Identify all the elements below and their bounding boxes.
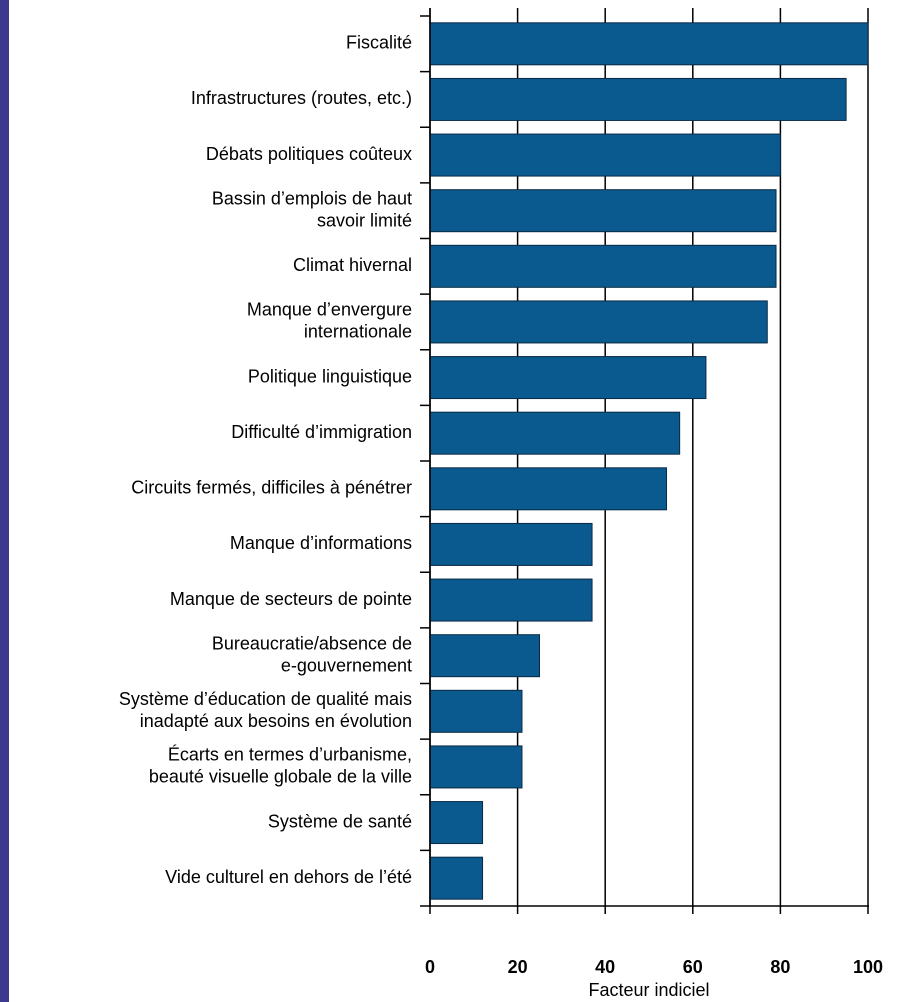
x-tick-label: 0 — [425, 957, 435, 977]
y-tick-label: Circuits fermés, difficiles à pénétrer — [131, 478, 412, 498]
y-tick-label: Climat hivernal — [293, 255, 412, 275]
y-tick-label: Écarts en termes d’urbanisme, — [168, 745, 412, 765]
bar — [429, 411, 681, 455]
y-tick-label: internationale — [304, 322, 412, 342]
bar — [429, 856, 484, 900]
y-tick-label: Manque d’envergure — [247, 300, 412, 320]
x-tick-label: 20 — [508, 957, 528, 977]
bar — [429, 300, 768, 344]
bar — [429, 133, 781, 177]
x-tick-label: 80 — [770, 957, 790, 977]
x-tick-label: 60 — [683, 957, 703, 977]
x-tick-label: 100 — [853, 957, 883, 977]
bar — [429, 189, 777, 233]
bar — [429, 77, 847, 121]
y-tick-label: Manque d’informations — [230, 533, 412, 553]
x-tick-label: 40 — [595, 957, 615, 977]
y-tick-label: Système d’éducation de qualité mais — [119, 689, 412, 709]
bar — [429, 634, 540, 678]
y-tick-label: Vide culturel en dehors de l’été — [165, 867, 412, 887]
y-tick-label: savoir limité — [317, 210, 412, 230]
y-tick-label: Bureaucratie/absence de — [212, 633, 412, 653]
y-tick-label: e-gouvernement — [281, 655, 412, 675]
bar — [429, 522, 593, 566]
y-tick-label: Bassin d’emplois de haut — [212, 188, 412, 208]
y-tick-label: Système de santé — [268, 811, 412, 831]
side-stripe — [0, 0, 9, 1002]
y-tick-label: beauté visuelle globale de la ville — [149, 767, 412, 787]
y-tick-label: Débats politiques coûteux — [206, 144, 412, 164]
y-tick-label: Difficulté d’immigration — [231, 422, 412, 442]
bar — [429, 22, 869, 66]
y-tick-label: Fiscalité — [346, 33, 412, 53]
bar — [429, 578, 593, 622]
bar — [429, 356, 707, 400]
bar — [429, 689, 523, 733]
y-tick-label: Manque de secteurs de pointe — [170, 589, 412, 609]
x-axis-label: Facteur indiciel — [588, 980, 709, 1000]
y-tick-label: inadapté aux besoins en évolution — [140, 711, 412, 731]
bar — [429, 801, 484, 845]
y-tick-label: Infrastructures (routes, etc.) — [191, 88, 412, 108]
bar — [429, 467, 668, 511]
bar — [429, 745, 523, 789]
bar — [429, 244, 777, 288]
y-tick-label: Politique linguistique — [248, 366, 412, 386]
